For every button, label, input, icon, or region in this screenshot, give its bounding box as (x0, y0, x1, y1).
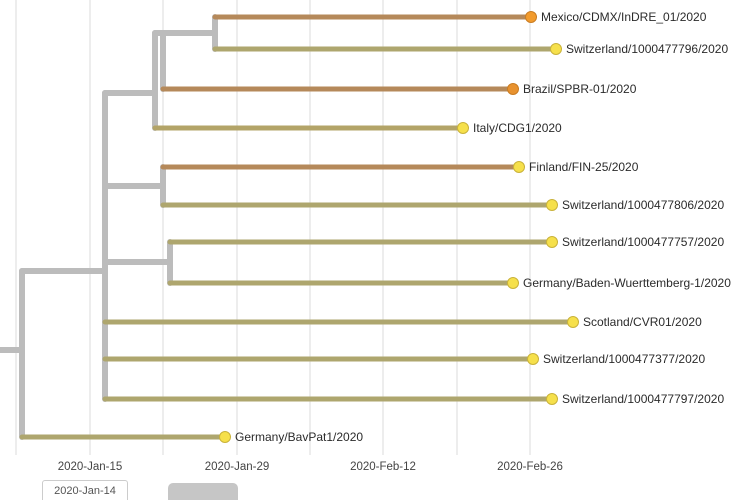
tip-label: Mexico/CDMX/InDRE_01/2020 (541, 10, 707, 24)
date-slider-start-label[interactable]: 2020-Jan-14 (42, 480, 128, 500)
tip-dot[interactable] (546, 236, 558, 248)
tip-label: Switzerland/1000477757/2020 (562, 235, 724, 249)
tip-dot[interactable] (567, 316, 579, 328)
tip-dot[interactable] (546, 199, 558, 211)
tip-dot[interactable] (219, 431, 231, 443)
tip-dot[interactable] (527, 353, 539, 365)
tip-label: Germany/BavPat1/2020 (235, 430, 363, 444)
axis-tick-label: 2020-Jan-29 (205, 461, 270, 473)
tip-label: Switzerland/1000477377/2020 (543, 352, 705, 366)
tip-dot[interactable] (546, 393, 558, 405)
tip-label: Brazil/SPBR-01/2020 (523, 82, 637, 96)
tip-dot[interactable] (525, 11, 537, 23)
tip-label: Germany/Baden-Wuerttemberg-1/2020 (523, 276, 731, 290)
date-slider-handle[interactable] (168, 483, 238, 500)
tip-label: Finland/FIN-25/2020 (529, 160, 639, 174)
tip-label: Switzerland/1000477796/2020 (566, 42, 728, 56)
axis-tick-label: 2020-Jan-15 (58, 461, 123, 473)
axis-tick-label: 2020-Feb-12 (350, 461, 416, 473)
tip-label: Italy/CDG1/2020 (473, 121, 562, 135)
tip-dot[interactable] (507, 277, 519, 289)
tip-dot[interactable] (507, 83, 519, 95)
axis-tick-label: 2020-Feb-26 (497, 461, 563, 473)
tip-dot[interactable] (550, 43, 562, 55)
tip-label: Switzerland/1000477806/2020 (562, 198, 724, 212)
date-slider-start-text: 2020-Jan-14 (54, 485, 116, 497)
tip-label: Scotland/CVR01/2020 (583, 315, 702, 329)
tip-dot[interactable] (513, 161, 525, 173)
tip-label: Switzerland/1000477797/2020 (562, 392, 724, 406)
tip-dot[interactable] (457, 122, 469, 134)
